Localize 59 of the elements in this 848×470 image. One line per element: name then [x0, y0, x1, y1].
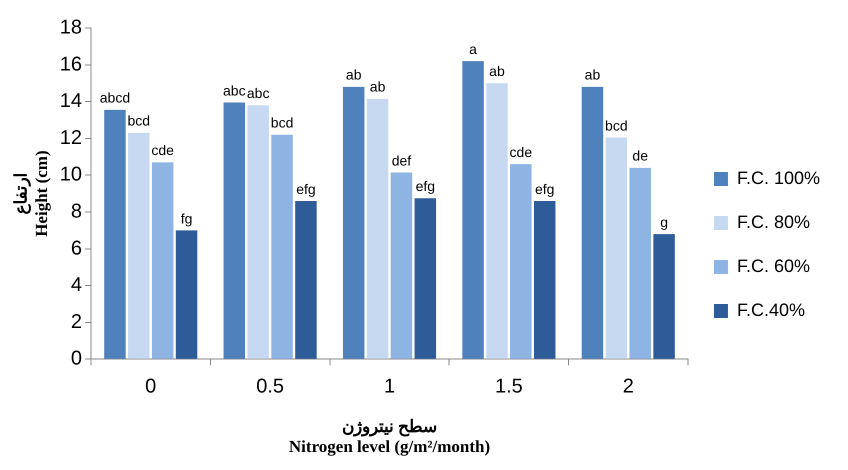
y-tick-label: 14: [60, 90, 82, 112]
y-tick-label: 10: [60, 164, 82, 186]
data-label: bcd: [270, 114, 294, 131]
data-label: cde: [510, 144, 532, 160]
data-label: ab: [489, 63, 505, 80]
bar: [653, 234, 675, 359]
bar: [224, 102, 246, 359]
data-label: fg: [180, 210, 192, 226]
data-label: efg: [534, 180, 554, 197]
bar: [486, 83, 508, 359]
y-tick-label: 12: [60, 126, 82, 149]
y-tick-label: 8: [70, 200, 82, 223]
x-tick-label: 0.5: [256, 376, 284, 398]
data-label: de: [632, 148, 648, 164]
data-label: g: [660, 214, 668, 230]
data-label: cde: [151, 142, 174, 158]
data-label: abcd: [100, 90, 130, 106]
bar: [295, 200, 317, 359]
data-label: a: [469, 40, 478, 57]
legend-label: F.C. 100%: [736, 168, 820, 188]
bar: [342, 86, 364, 359]
legend-label: F.C. 60%: [736, 256, 810, 276]
bar: [104, 110, 126, 359]
bar: [510, 164, 532, 359]
legend-label: F.C.40%: [736, 300, 805, 320]
bar: [414, 198, 436, 359]
y-tick-label: 0: [70, 348, 82, 370]
bar: [606, 137, 628, 359]
x-tick-label: 2: [622, 376, 634, 398]
y-tick-label: 2: [70, 310, 82, 333]
data-label: abc: [223, 82, 246, 98]
y-tick-label: 6: [70, 237, 82, 260]
data-label: ab: [584, 66, 600, 83]
y-tick-label: 4: [70, 274, 82, 296]
bar: [128, 132, 150, 359]
x-tick-label: 1: [384, 376, 396, 398]
bar: [534, 200, 556, 359]
data-label: abc: [246, 85, 270, 102]
bar: [247, 105, 269, 359]
data-label: def: [392, 152, 412, 168]
bar: [176, 230, 198, 359]
legend-label: F.C. 80%: [736, 212, 810, 232]
bar: [152, 162, 174, 359]
x-tick-label: 0: [145, 376, 156, 398]
data-label: efg: [416, 178, 436, 194]
bar: [462, 61, 484, 359]
data-label: bcd: [605, 117, 628, 134]
data-label: bcd: [128, 112, 150, 129]
bar: [390, 172, 412, 359]
data-label: ab: [346, 66, 362, 83]
y-tick-label: 18: [60, 16, 82, 39]
y-tick-label: 16: [60, 53, 82, 76]
bar: [271, 134, 293, 359]
bar: [582, 86, 604, 359]
x-tick-label: 1.5: [494, 376, 523, 398]
data-label: efg: [296, 180, 316, 197]
data-label: ab: [370, 78, 386, 95]
bar: [629, 168, 651, 359]
bar: [366, 98, 388, 359]
